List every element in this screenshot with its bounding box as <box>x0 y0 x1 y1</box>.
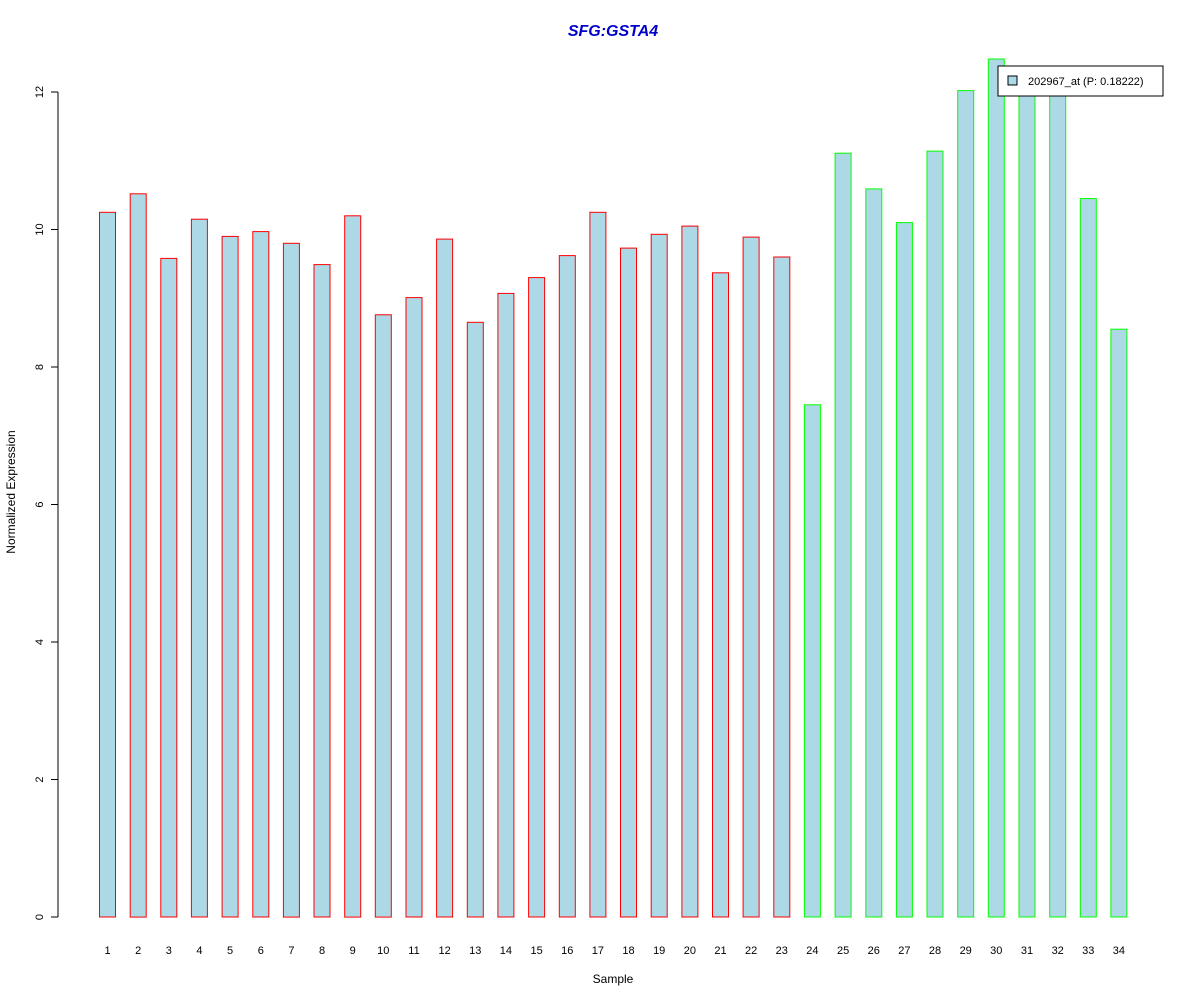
bar-sample-22 <box>742 236 760 918</box>
bar-sample-24 <box>803 404 821 918</box>
bar-sample-34 <box>1110 328 1128 918</box>
bar-sample-6 <box>252 231 270 918</box>
x-tick-label: 19 <box>653 945 665 957</box>
legend-label: 202967_at (P: 0.18222) <box>1028 76 1144 88</box>
chart-title: SFG:GSTA4 <box>568 23 658 40</box>
y-tick-label: 6 <box>34 501 46 507</box>
x-tick-label: 27 <box>898 945 910 957</box>
bar-sample-9 <box>344 215 362 918</box>
x-tick-label: 17 <box>592 945 604 957</box>
legend-swatch <box>1007 75 1018 86</box>
y-tick-label: 2 <box>34 776 46 782</box>
bars-group <box>99 58 1128 918</box>
bar-sample-5 <box>221 235 239 918</box>
bar-sample-3 <box>160 257 178 918</box>
bar-sample-27 <box>895 222 913 918</box>
x-tick-label: 15 <box>530 945 542 957</box>
y-axis-label: Normalized Expression <box>4 430 18 553</box>
bar-sample-15 <box>528 277 546 918</box>
x-tick-label: 5 <box>227 945 233 957</box>
bar-sample-30 <box>987 58 1005 918</box>
bar-sample-12 <box>436 238 454 918</box>
x-axis-label: Sample <box>593 972 634 986</box>
y-tick-label: 0 <box>34 914 46 920</box>
bar-sample-26 <box>865 188 883 918</box>
bar-sample-14 <box>497 292 515 918</box>
y-tick-label: 4 <box>34 639 46 645</box>
y-axis: 0 2 4 6 8 10 12 <box>34 86 59 920</box>
bar-sample-29 <box>957 90 975 918</box>
x-tick-label: 14 <box>500 945 512 957</box>
x-tick-label: 29 <box>960 945 972 957</box>
x-tick-label: 18 <box>622 945 634 957</box>
bar-sample-7 <box>282 242 300 918</box>
x-tick-label: 21 <box>714 945 726 957</box>
bar-sample-4 <box>190 218 208 918</box>
bar-sample-2 <box>129 193 147 918</box>
x-tick-label: 31 <box>1021 945 1033 957</box>
x-tick-label: 1 <box>104 945 110 957</box>
x-tick-label: 11 <box>408 945 419 957</box>
x-tick-label: 30 <box>990 945 1002 957</box>
bar-sample-25 <box>834 152 852 918</box>
bar-sample-8 <box>313 264 331 918</box>
bar-sample-17 <box>589 211 607 918</box>
x-tick-label: 34 <box>1113 945 1125 957</box>
bar-sample-16 <box>558 255 576 918</box>
x-tick-label: 16 <box>561 945 573 957</box>
x-tick-label: 3 <box>166 945 172 957</box>
bar-sample-10 <box>374 314 392 918</box>
y-tick-label: 12 <box>34 86 46 98</box>
x-tick-label: 33 <box>1082 945 1094 957</box>
x-tick-label: 26 <box>868 945 880 957</box>
x-tick-label: 12 <box>438 945 450 957</box>
legend-box <box>997 65 1164 97</box>
x-tick-label: 23 <box>776 945 788 957</box>
legend: 202967_at (P: 0.18222) <box>997 65 1164 97</box>
x-tick-label: 4 <box>196 945 202 957</box>
x-tick-labels: 1 2 3 4 5 6 7 8 9 10 11 12 13 14 15 16 17 18 19 20 21 22 23 24 2… <box>104 945 1125 957</box>
x-tick-label: 2 <box>135 945 141 957</box>
bar-sample-21 <box>712 272 729 918</box>
x-tick-label: 22 <box>745 945 757 957</box>
bar-sample-33 <box>1079 198 1097 918</box>
bar-sample-31 <box>1018 86 1036 918</box>
x-tick-label: 9 <box>350 945 356 957</box>
x-tick-label: 8 <box>319 945 325 957</box>
x-tick-label: 20 <box>684 945 696 957</box>
bar-sample-11 <box>405 297 423 918</box>
x-tick-label: 10 <box>377 945 389 957</box>
x-tick-label: 13 <box>469 945 481 957</box>
x-tick-label: 7 <box>288 945 294 957</box>
bar-sample-18 <box>620 247 637 918</box>
bar-sample-19 <box>650 233 668 918</box>
x-tick-label: 24 <box>806 945 818 957</box>
x-tick-label: 6 <box>258 945 264 957</box>
x-tick-label: 25 <box>837 945 849 957</box>
bar-sample-23 <box>773 256 791 918</box>
bar-sample-32 <box>1049 81 1067 918</box>
bar-sample-20 <box>681 225 699 918</box>
bar-sample-1 <box>99 211 116 918</box>
x-tick-label: 28 <box>929 945 941 957</box>
y-tick-label: 10 <box>34 223 46 235</box>
x-tick-label: 32 <box>1052 945 1064 957</box>
y-tick-label: 8 <box>34 364 46 370</box>
bar-sample-28 <box>926 150 944 918</box>
bar-sample-13 <box>466 321 484 918</box>
